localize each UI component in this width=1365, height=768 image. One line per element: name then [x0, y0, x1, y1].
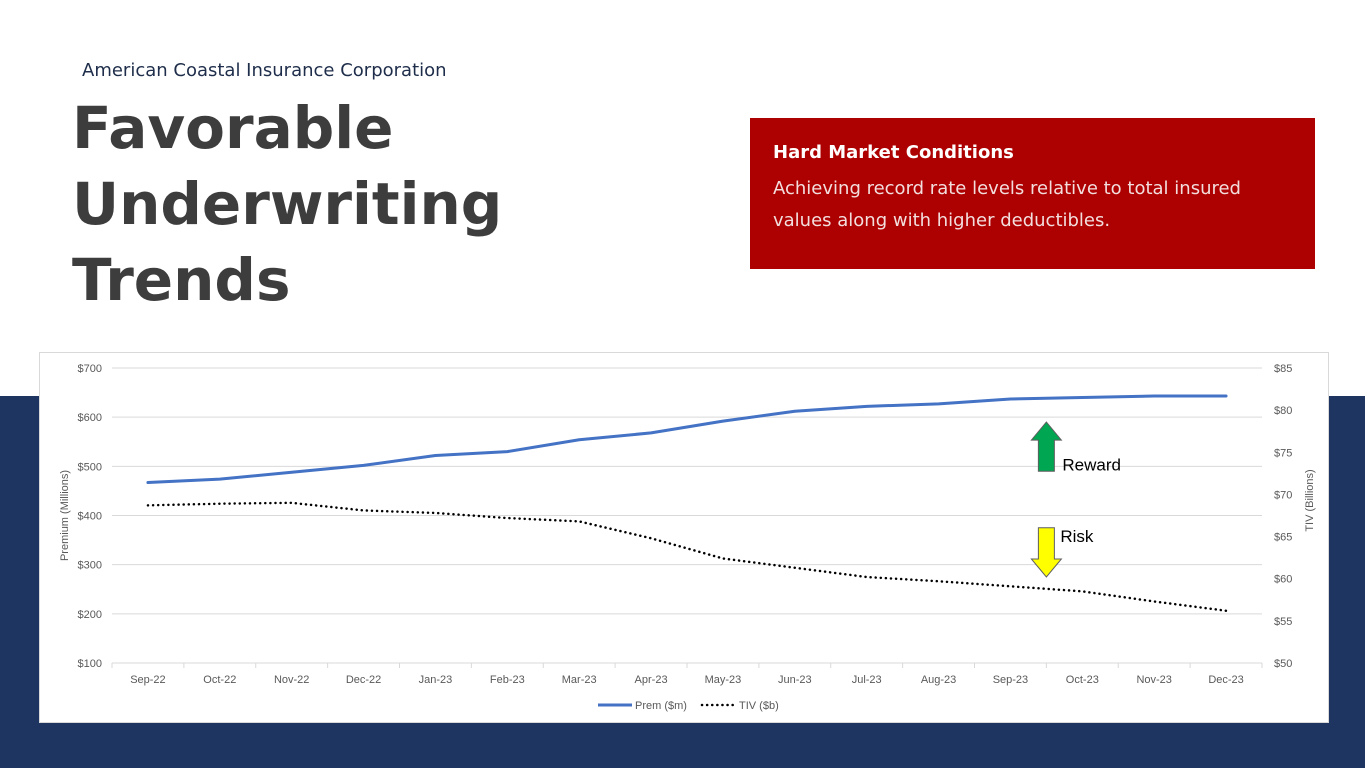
right-tick-label: $55	[1274, 616, 1292, 628]
x-tick-label: May-23	[705, 674, 742, 686]
legend-label-tiv: TIV ($b)	[739, 700, 779, 712]
right-axis-title: TIV (Billions)	[1304, 469, 1316, 531]
right-tick-label: $85	[1274, 363, 1292, 375]
x-tick-label: Aug-23	[921, 674, 956, 686]
legend-label-premium: Prem ($m)	[635, 700, 687, 712]
x-tick-label: Dec-23	[1208, 674, 1243, 686]
x-tick-label: Oct-23	[1066, 674, 1099, 686]
series-line-tiv	[146, 501, 1228, 612]
left-tick-label: $200	[78, 609, 102, 621]
page-title: Favorable Underwriting Trends	[72, 94, 503, 314]
left-tick-label: $300	[78, 560, 102, 572]
x-tick-label: Sep-22	[130, 674, 165, 686]
risk-arrow-icon	[1030, 527, 1063, 578]
left-tick-label: $700	[78, 363, 102, 375]
right-tick-label: $60	[1274, 574, 1292, 586]
left-tick-label: $600	[78, 412, 102, 424]
reward-label: Reward	[1062, 455, 1121, 474]
callout-body: Achieving record rate levels relative to…	[773, 178, 1241, 231]
left-tick-label: $500	[78, 461, 102, 473]
left-tick-label: $400	[78, 511, 102, 523]
callout-title: Hard Market Conditions	[773, 142, 1014, 163]
right-tick-label: $80	[1274, 405, 1292, 417]
callout-box: Hard Market Conditions Achieving record …	[750, 118, 1315, 269]
line-chart: $100 $200 $300 $400 $500 $600 $700 $50 $55 $60 $65…	[59, 363, 1316, 712]
x-tick-label: Nov-22	[274, 674, 309, 686]
x-tick-label: Sep-23	[993, 674, 1028, 686]
x-tick-label: Nov-23	[1136, 674, 1171, 686]
reward-arrow-icon	[1030, 421, 1063, 472]
x-tick-label: Jul-23	[852, 674, 882, 686]
series-line-premium	[146, 394, 1228, 485]
x-tick-label: Jun-23	[778, 674, 812, 686]
right-tick-label: $65	[1274, 532, 1292, 544]
chart-container: $100 $200 $300 $400 $500 $600 $700 $50 $55 $60 $65…	[39, 352, 1329, 723]
left-axis-title: Premium (Millions)	[59, 470, 71, 561]
right-tick-label: $70	[1274, 489, 1292, 501]
x-tick-label: Apr-23	[635, 674, 668, 686]
x-tick-label: Mar-23	[562, 674, 597, 686]
risk-label: Risk	[1060, 527, 1094, 546]
x-tick-label: Jan-23	[419, 674, 453, 686]
x-tick-label: Feb-23	[490, 674, 525, 686]
x-tick-label: Oct-22	[203, 674, 236, 686]
right-tick-label: $50	[1274, 658, 1292, 670]
left-tick-label: $100	[78, 658, 102, 670]
right-tick-label: $75	[1274, 447, 1292, 459]
x-tick-label: Dec-22	[346, 674, 381, 686]
company-name: American Coastal Insurance Corporation	[82, 60, 447, 81]
